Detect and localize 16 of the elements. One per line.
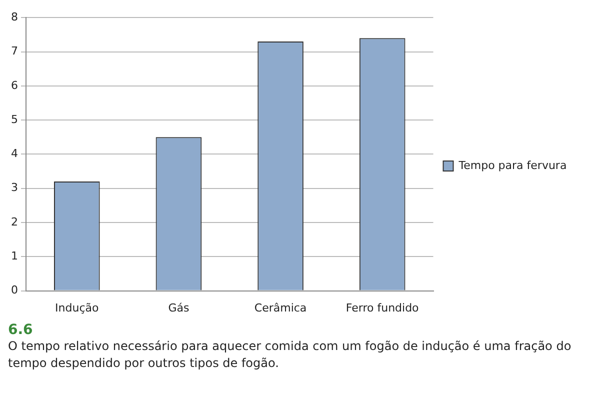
y-tick-label: 6 (11, 78, 18, 92)
y-tick-label: 0 (11, 284, 18, 297)
y-tick-label: 3 (11, 181, 18, 194)
text: O tempo relativo necessário para aquecer comida com um fogão de indução é uma fração do tempo despendido por outros tipos de fogão. (8, 338, 572, 372)
x-tick-label: Indução (55, 301, 100, 314)
text: 6.6 (8, 322, 34, 338)
y-tick-label: 8 (11, 10, 18, 24)
x-tick-label: Ferro fundido (346, 301, 420, 314)
x-tick-label: Cerâmica (254, 301, 307, 314)
x-tick-label: Gás (168, 301, 190, 314)
y-tick-label: 1 (11, 250, 18, 263)
y-tick-label: 2 (11, 215, 18, 228)
legend-label: Tempo para fervura (458, 158, 567, 172)
y-tick-label: 4 (11, 147, 18, 160)
y-tick-label: 5 (11, 112, 18, 126)
y-tick-label: 7 (11, 44, 18, 58)
